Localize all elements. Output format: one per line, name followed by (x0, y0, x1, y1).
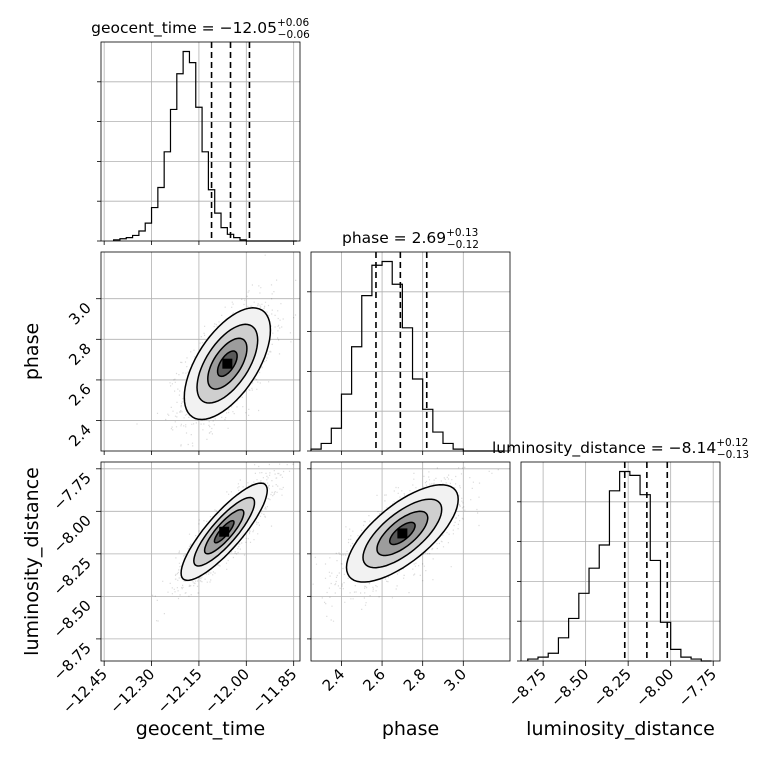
xtick-label-luminosity_distance: −8.25 (590, 665, 635, 710)
xtick-label-phase: 3.0 (441, 665, 471, 695)
ytick-label-phase: 3.0 (65, 299, 95, 329)
density-peak (397, 528, 408, 539)
hist-phase-grid (311, 252, 510, 451)
ytick-label-phase: 2.8 (65, 339, 95, 369)
density-peak (222, 358, 233, 369)
joint-plot-phase-luminosity_distance (312, 466, 499, 622)
title-sub: −0.13 (717, 449, 749, 461)
title-sup: +0.13 (446, 227, 478, 239)
histogram-geocent_time (113, 50, 297, 242)
joint-1-frame (100, 461, 301, 662)
title-main: geocent_time = −12.05 (91, 19, 277, 38)
joint-plot-geocent_time-luminosity_distance (152, 462, 294, 622)
xtick-label-phase: 2.6 (359, 665, 389, 695)
hist-phase-frame (310, 251, 511, 452)
x-axis-label: phase (382, 718, 439, 740)
contour-line (362, 498, 443, 569)
contour-line (207, 337, 248, 390)
xtick-label-phase: 2.4 (319, 665, 349, 695)
title-sup: +0.06 (277, 17, 309, 29)
joint-plot-geocent_time-phase (136, 254, 300, 447)
contour-line (193, 496, 256, 567)
title-main: phase = 2.69 (342, 229, 446, 247)
x-axis-label: geocent_time (136, 718, 265, 740)
ytick-label-luminosity_distance: −8.50 (50, 596, 95, 641)
title-sub: −0.06 (278, 29, 310, 41)
x-axis-label: luminosity_distance (526, 718, 715, 740)
ytick-label-luminosity_distance: −7.75 (50, 469, 95, 514)
ytick-label-phase: 2.6 (65, 380, 95, 410)
contour-line (183, 307, 272, 421)
xtick-label-luminosity_distance: −8.75 (505, 665, 550, 710)
xtick-label-geocent_time: −12.30 (106, 665, 158, 717)
xtick-label-luminosity_distance: −8.00 (632, 665, 677, 710)
contour-line (376, 510, 429, 557)
title-main: luminosity_distance = −8.14 (492, 439, 716, 458)
panel-title-luminosity_distance: luminosity_distance = −8.14+0.12 −0.13 (492, 437, 749, 461)
xtick-label-geocent_time: −12.00 (201, 665, 253, 717)
contour-line (388, 521, 416, 546)
contour-line (345, 484, 459, 583)
contour-line (203, 508, 245, 555)
contour-line (196, 323, 259, 404)
panel-title-phase: phase = 2.69+0.13 −0.12 (342, 227, 479, 251)
hist-geocent_time-grid (101, 42, 300, 241)
histogram-phase (310, 260, 504, 452)
density-peak (219, 526, 230, 537)
panel-title-geocent_time: geocent_time = −12.05+0.06 −0.06 (91, 17, 310, 41)
hist-luminosity_distance-grid (521, 462, 720, 661)
ytick-label-phase: 2.4 (65, 421, 95, 451)
contour-line (180, 482, 269, 582)
xtick-label-luminosity_distance: −8.50 (547, 665, 592, 710)
hist-geocent_time-frame (100, 41, 301, 242)
hist-luminosity_distance-frame (520, 461, 721, 662)
ytick-label-luminosity_distance: −8.00 (50, 511, 95, 556)
histogram-luminosity_distance (527, 470, 712, 662)
title-sub: −0.12 (447, 239, 479, 251)
xtick-label-luminosity_distance: −7.75 (675, 665, 720, 710)
y-axis-label: phase (21, 323, 43, 380)
contour-line (216, 350, 238, 378)
ytick-label-luminosity_distance: −8.25 (50, 554, 95, 599)
joint-0-frame (100, 251, 301, 452)
title-sup: +0.12 (716, 437, 748, 449)
y-axis-label: luminosity_distance (21, 467, 43, 656)
joint-2-frame (310, 461, 511, 662)
xtick-label-geocent_time: −12.15 (154, 665, 206, 717)
xtick-label-phase: 2.8 (400, 665, 430, 695)
xtick-label-geocent_time: −11.85 (249, 665, 301, 717)
